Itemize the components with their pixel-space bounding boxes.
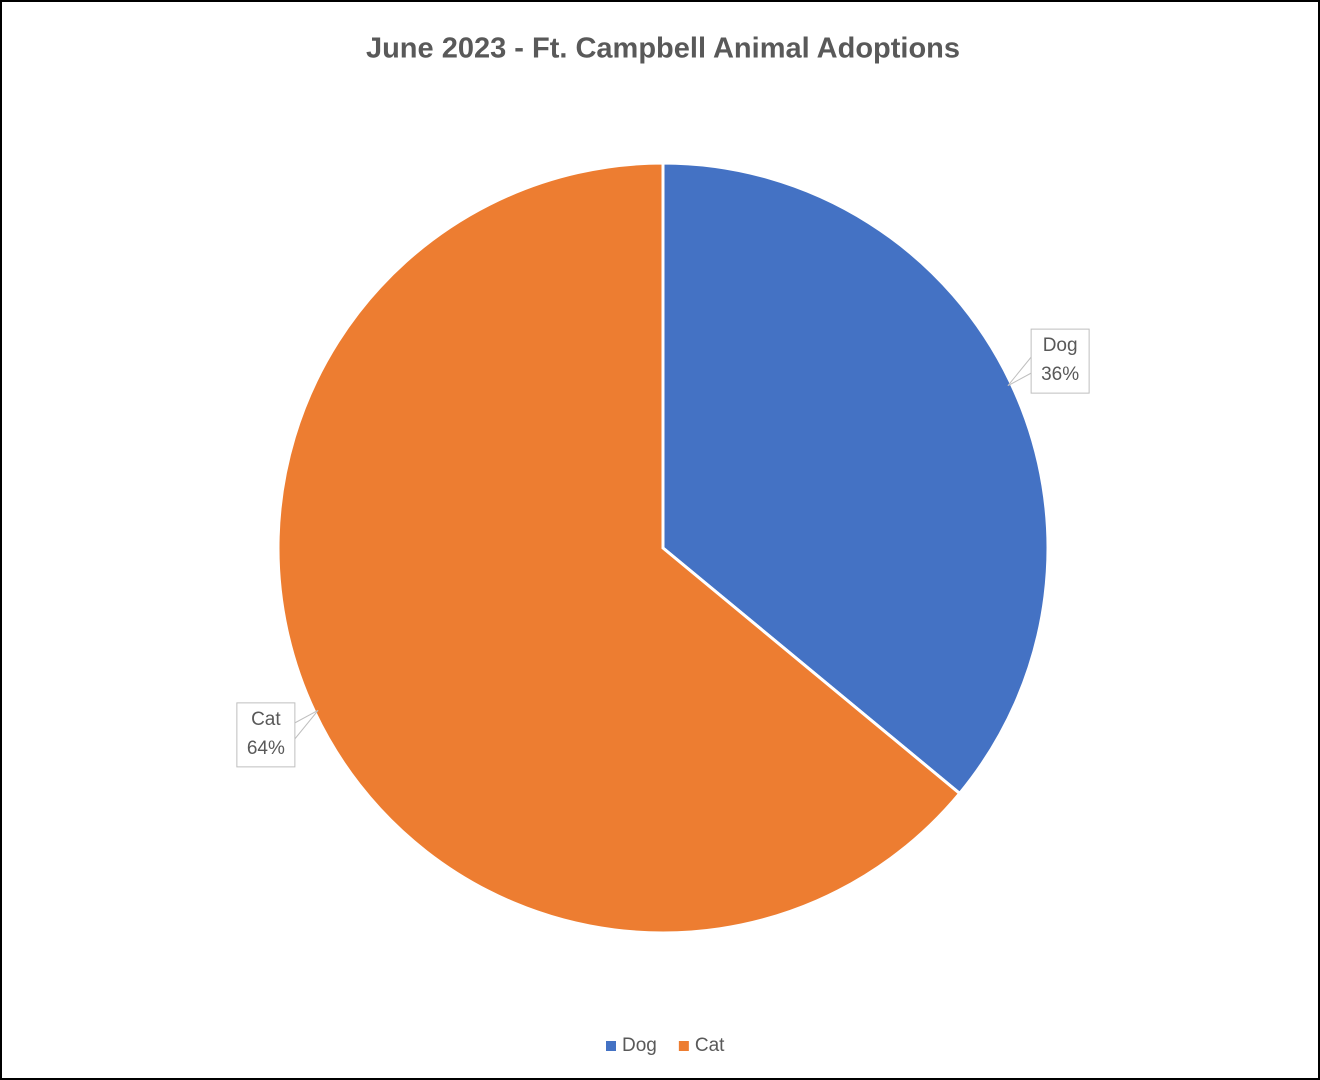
data-label-name: Dog <box>1043 335 1078 356</box>
label-box <box>236 702 296 768</box>
label-pointer <box>1007 356 1032 387</box>
data-label-name: Cat <box>251 709 281 730</box>
data-label-value: 36% <box>1041 364 1079 385</box>
label-box <box>1030 328 1090 394</box>
legend-swatch <box>606 1041 616 1051</box>
label-pointer <box>294 709 319 740</box>
legend-label: Cat <box>695 1035 725 1056</box>
data-label-value: 64% <box>247 738 285 759</box>
chart-title: June 2023 - Ft. Campbell Animal Adoption… <box>366 33 960 65</box>
legend-swatch <box>678 1041 689 1051</box>
legend-label: Dog <box>622 1035 657 1056</box>
